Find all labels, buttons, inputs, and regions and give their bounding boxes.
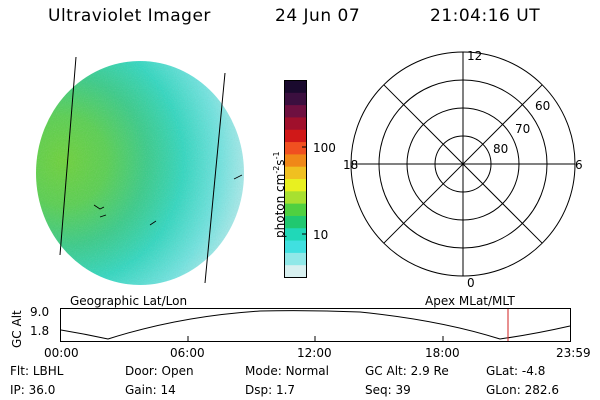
orbit-plot — [60, 308, 571, 342]
longitude-line-left — [59, 56, 77, 256]
lat-label-60: 60 — [535, 99, 550, 113]
orbit-altitude-curve — [60, 310, 571, 340]
footer-dsp: Dsp: 1.7 — [245, 383, 296, 397]
longitude-line-right — [204, 72, 226, 284]
color-bar-segment — [284, 105, 307, 118]
orbit-ylabel: GC Alt — [10, 310, 24, 348]
footer-gain: Gain: 14 — [125, 383, 176, 397]
coastline-fragment — [93, 174, 243, 226]
apex-label: Apex MLat/MLT — [425, 294, 515, 308]
footer-ip: IP: 36.0 — [10, 383, 56, 397]
color-bar-segment — [284, 142, 307, 155]
footer-door: Door: Open — [125, 364, 194, 378]
color-bar-tick-10: 10 — [313, 228, 329, 242]
orbit-ytick-1.8: 1.8 — [30, 324, 50, 338]
color-bar-segment — [284, 240, 307, 254]
color-bar-tick-100: 100 — [313, 141, 336, 155]
lat-label-70: 70 — [515, 122, 530, 136]
color-bar-segment — [284, 117, 307, 131]
footer-flt: Flt: LBHL — [10, 364, 64, 378]
uv-image — [36, 56, 244, 285]
color-bar-segment — [284, 265, 307, 278]
color-bar-segment — [284, 154, 307, 168]
instrument-title: Ultraviolet Imager — [48, 6, 211, 26]
color-bar-segment — [284, 252, 307, 266]
polar-plot: 12 18 6 0 60 70 80 — [343, 49, 583, 290]
header-time: 21:04:16 UT — [430, 6, 541, 26]
color-bar-segment — [284, 179, 307, 192]
color-bar-segment — [284, 80, 307, 94]
footer-mode: Mode: Normal — [245, 364, 329, 378]
color-bar-unit-label: photon cm-2s-1 — [272, 151, 287, 238]
orbit-xtick-1800: 18:00 — [425, 346, 460, 360]
orbit-xtick-2359: 23:59 — [556, 346, 591, 360]
mlt-label-12: 12 — [467, 49, 482, 63]
geographic-label: Geographic Lat/Lon — [70, 294, 188, 308]
color-bar — [284, 80, 307, 278]
color-bar-segment — [284, 191, 307, 205]
orbit-xtick-1200: 12:00 — [297, 346, 332, 360]
mlt-label-0: 0 — [467, 276, 475, 290]
orbit-ytick-9: 9.0 — [30, 305, 50, 319]
color-bar-segment — [284, 215, 307, 229]
header-date: 24 Jun 07 — [275, 6, 361, 26]
footer-glon: GLon: 282.6 — [486, 383, 559, 397]
orbit-xtick-0000: 00:00 — [44, 346, 79, 360]
color-bar-segment — [284, 228, 307, 242]
color-bar-segment — [284, 166, 307, 180]
lat-label-80: 80 — [493, 142, 508, 156]
color-bar-segment — [284, 129, 307, 143]
orbit-xtick-0600: 06:00 — [170, 346, 205, 360]
mlt-label-18: 18 — [343, 158, 358, 172]
mlt-label-6: 6 — [575, 158, 583, 172]
footer-glat: GLat: -4.8 — [486, 364, 546, 378]
color-bar-segment — [284, 92, 307, 106]
footer-gc-alt: GC Alt: 2.9 Re — [365, 364, 449, 378]
color-bar-segment — [284, 203, 307, 217]
footer-seq: Seq: 39 — [365, 383, 411, 397]
